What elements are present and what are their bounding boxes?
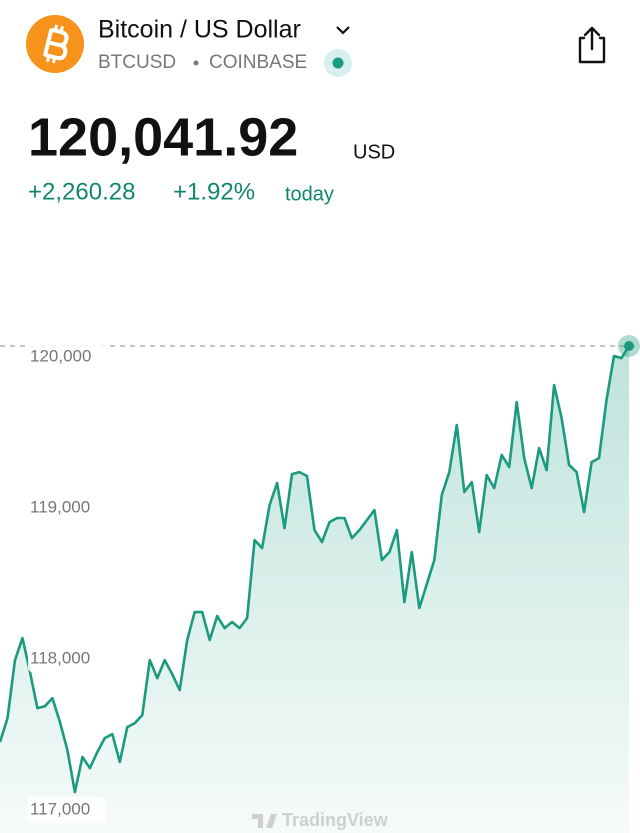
change-percent: +1.92% xyxy=(173,178,255,205)
watermark: TradingView xyxy=(252,810,389,830)
separator xyxy=(193,60,199,66)
y-tick-label-bg xyxy=(28,495,106,522)
chart: 117,000 118,000 119,000 120,000 TradingView xyxy=(0,335,640,833)
currency: USD xyxy=(353,141,395,163)
share-button[interactable] xyxy=(578,26,606,64)
y-tick-label-bg xyxy=(28,646,106,673)
y-tick-label-bg xyxy=(28,797,106,824)
y-tick-label-bg xyxy=(28,344,106,371)
last-point xyxy=(624,341,634,352)
symbol-title[interactable]: Bitcoin / US Dollar xyxy=(98,16,301,44)
watermark-text: TradingView xyxy=(282,810,389,830)
market-status-dot xyxy=(332,57,344,69)
change: +2,260.28 xyxy=(28,178,135,205)
y-tick-label: 119,000 xyxy=(30,498,90,517)
price-line xyxy=(0,345,631,794)
y-tick-label: 120,000 xyxy=(30,347,91,366)
ticker: BTCUSD xyxy=(98,52,176,73)
y-tick-label: 118,000 xyxy=(30,649,90,668)
coin-icon xyxy=(26,15,84,73)
price: 120,041.92 xyxy=(28,107,298,167)
y-tick-label: 117,000 xyxy=(30,800,90,819)
change-period: today xyxy=(285,183,334,205)
area-fill xyxy=(0,346,629,833)
watermark-logo xyxy=(252,814,277,828)
exchange: COINBASE xyxy=(209,52,307,73)
dropdown-chevron[interactable] xyxy=(336,26,350,35)
